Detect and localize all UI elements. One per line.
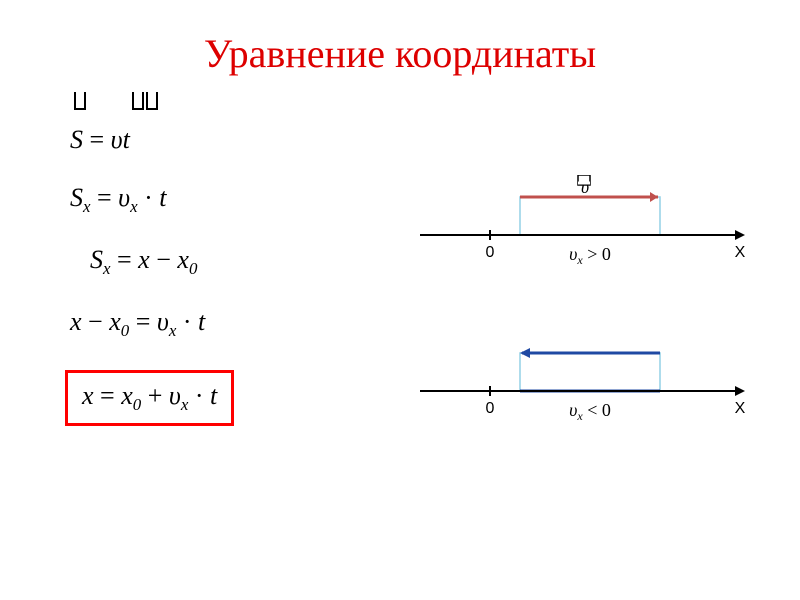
- eq4-t: t: [198, 307, 205, 336]
- eq3-lhs-sub: x: [103, 259, 111, 278]
- d1-v-symbol: υ: [581, 177, 589, 197]
- d2-origin-label: 0: [486, 400, 495, 417]
- eq5-a: x: [121, 381, 133, 410]
- eq3-bsub: 0: [189, 259, 197, 278]
- eq5-plus: +: [148, 381, 163, 410]
- equation-2: Sx = υx · t: [40, 183, 390, 217]
- d1-arrow-head: [650, 192, 658, 202]
- diagrams-column: υ 0 X υx > 0: [390, 115, 760, 495]
- d2-axis-arrow: [735, 386, 745, 396]
- d1-axis-arrow: [735, 230, 745, 240]
- equation-4: x − x0 = υx · t: [40, 307, 390, 341]
- d2-rect: [520, 353, 660, 391]
- eq5-vsub: x: [181, 395, 189, 414]
- d1-origin-label: 0: [486, 244, 495, 261]
- eq2-vsub: x: [130, 197, 138, 216]
- diagram-negative-svg: 0 X υx < 0: [410, 345, 760, 445]
- eq4-bsub: 0: [121, 322, 129, 341]
- diagram-positive-svg: υ 0 X υx > 0: [410, 175, 760, 295]
- eq5-v: υ: [169, 381, 181, 410]
- vector-mark-v: [132, 92, 144, 110]
- eq5-dot: ·: [195, 381, 204, 410]
- vector-mark-s: [74, 92, 86, 110]
- vector-mark-v2: [146, 92, 158, 110]
- eq4-minus: −: [88, 307, 103, 336]
- eq1-v: υ: [111, 125, 123, 154]
- eq3-a: x: [138, 245, 150, 274]
- eq3-minus: −: [156, 245, 171, 274]
- equations-column: S = υt Sx = υx · t Sx = x − x0 x: [40, 115, 390, 495]
- eq1-lhs: S: [70, 125, 83, 154]
- d2-axis-label: X: [735, 400, 746, 417]
- eq5-lhs: x: [82, 381, 94, 410]
- eq1-t: t: [123, 125, 130, 154]
- eq4-b: x: [109, 307, 121, 336]
- boxed-equation: x = x0 + υx · t: [65, 370, 234, 426]
- eq5-op: =: [100, 381, 115, 410]
- eq4-op: =: [136, 307, 151, 336]
- content-row: S = υt Sx = υx · t Sx = x − x0 x: [0, 115, 800, 495]
- equation-1: S = υt: [40, 125, 390, 155]
- eq2-v: υ: [118, 183, 130, 212]
- eq3-lhs: S: [90, 245, 103, 274]
- diagram-negative: 0 X υx < 0: [410, 345, 760, 445]
- page-title: Уравнение координаты: [0, 0, 800, 97]
- d1-rect: [520, 197, 660, 235]
- eq2-t: t: [159, 183, 166, 212]
- eq2-lhs: S: [70, 183, 83, 212]
- eq2-op: =: [97, 183, 112, 212]
- eq1-op: =: [90, 125, 105, 154]
- eq5-t: t: [210, 381, 217, 410]
- eq4-v: υ: [157, 307, 169, 336]
- d1-condition: υx > 0: [569, 244, 611, 267]
- eq4-vsub: x: [169, 322, 177, 341]
- eq3-b: x: [177, 245, 189, 274]
- eq5-asub: 0: [133, 395, 141, 414]
- diagram-positive: υ 0 X υx > 0: [410, 175, 760, 295]
- eq4-a: x: [70, 307, 82, 336]
- d2-condition: υx < 0: [569, 400, 611, 423]
- eq4-dot: ·: [183, 307, 192, 336]
- equation-3: Sx = x − x0: [40, 245, 390, 279]
- eq2-dot: ·: [144, 183, 153, 212]
- d2-arrow-head: [520, 348, 530, 358]
- d1-axis-label: X: [735, 244, 746, 261]
- eq3-op: =: [117, 245, 132, 274]
- eq2-lhs-sub: x: [83, 197, 91, 216]
